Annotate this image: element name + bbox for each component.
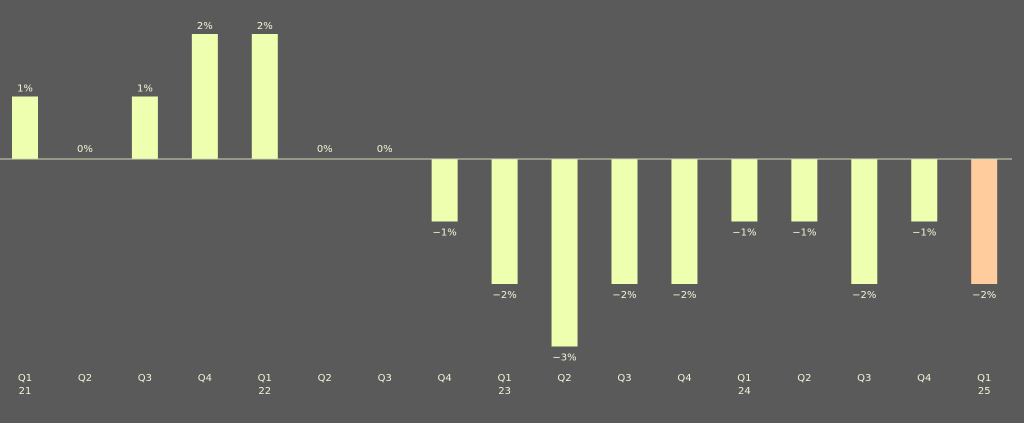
data-label: 0% — [317, 144, 333, 155]
data-label: 1% — [17, 84, 33, 95]
x-tick-label-year: 23 — [498, 386, 511, 397]
x-tick-label-quarter: Q1 — [977, 373, 991, 384]
data-label: 2% — [197, 21, 213, 32]
bar — [491, 159, 518, 284]
bar — [791, 159, 818, 222]
data-label: −2% — [972, 290, 996, 301]
bar — [191, 34, 218, 159]
x-tick-label-year: 21 — [19, 386, 32, 397]
x-tick-label-quarter: Q4 — [198, 373, 212, 384]
x-tick-label-year: 22 — [258, 386, 271, 397]
x-tick-label-quarter: Q4 — [438, 373, 452, 384]
x-tick-label-quarter: Q2 — [797, 373, 811, 384]
bar — [851, 159, 878, 284]
bar — [12, 96, 38, 159]
bar — [431, 159, 458, 222]
x-tick-label-quarter: Q2 — [318, 373, 332, 384]
bar — [251, 34, 278, 159]
data-label: 0% — [77, 144, 93, 155]
x-tick-label-quarter: Q2 — [78, 373, 92, 384]
data-label: −2% — [672, 290, 696, 301]
x-tick-label-quarter: Q1 — [737, 373, 751, 384]
data-label: 2% — [257, 21, 273, 32]
data-label: −1% — [433, 228, 457, 239]
data-label: 1% — [137, 84, 153, 95]
x-tick-label-quarter: Q3 — [857, 373, 871, 384]
x-axis-labels: Q1 21 Q2 Q3 Q4 Q1 22 Q2 Q3 Q4 Q1 23 Q2 Q3 Q4 Q1 24 Q2 Q3 Q4… — [18, 373, 991, 397]
x-tick-label-quarter: Q3 — [138, 373, 152, 384]
data-label: −1% — [732, 228, 756, 239]
x-tick-label-quarter: Q1 — [497, 373, 511, 384]
data-label: 0% — [377, 144, 393, 155]
x-tick-label-quarter: Q4 — [677, 373, 691, 384]
data-label: −2% — [852, 290, 876, 301]
data-label: −2% — [492, 290, 516, 301]
bar — [131, 96, 158, 159]
x-tick-label-year: 25 — [978, 386, 991, 397]
bar — [971, 159, 998, 284]
data-label: −1% — [792, 228, 816, 239]
bar — [731, 159, 758, 222]
bar — [911, 159, 938, 222]
bar — [611, 159, 638, 284]
x-tick-label-quarter: Q4 — [917, 373, 931, 384]
x-tick-label-quarter: Q3 — [617, 373, 631, 384]
data-labels-layer: 1% 0% 1% 2% 2% 0% 0% −1% −2% −3% −2% −2% −1% −1% −2% −1… — [17, 21, 996, 364]
data-label: −1% — [912, 228, 936, 239]
data-label: −2% — [612, 290, 636, 301]
bar — [551, 159, 578, 347]
bars-layer — [12, 34, 998, 347]
x-tick-label-quarter: Q3 — [378, 373, 392, 384]
x-tick-label-year: 24 — [738, 386, 751, 397]
x-tick-label-quarter: Q1 — [18, 373, 32, 384]
bar — [671, 159, 698, 284]
x-tick-label-quarter: Q2 — [557, 373, 571, 384]
x-tick-label-quarter: Q1 — [258, 373, 272, 384]
data-label: −3% — [552, 353, 576, 364]
